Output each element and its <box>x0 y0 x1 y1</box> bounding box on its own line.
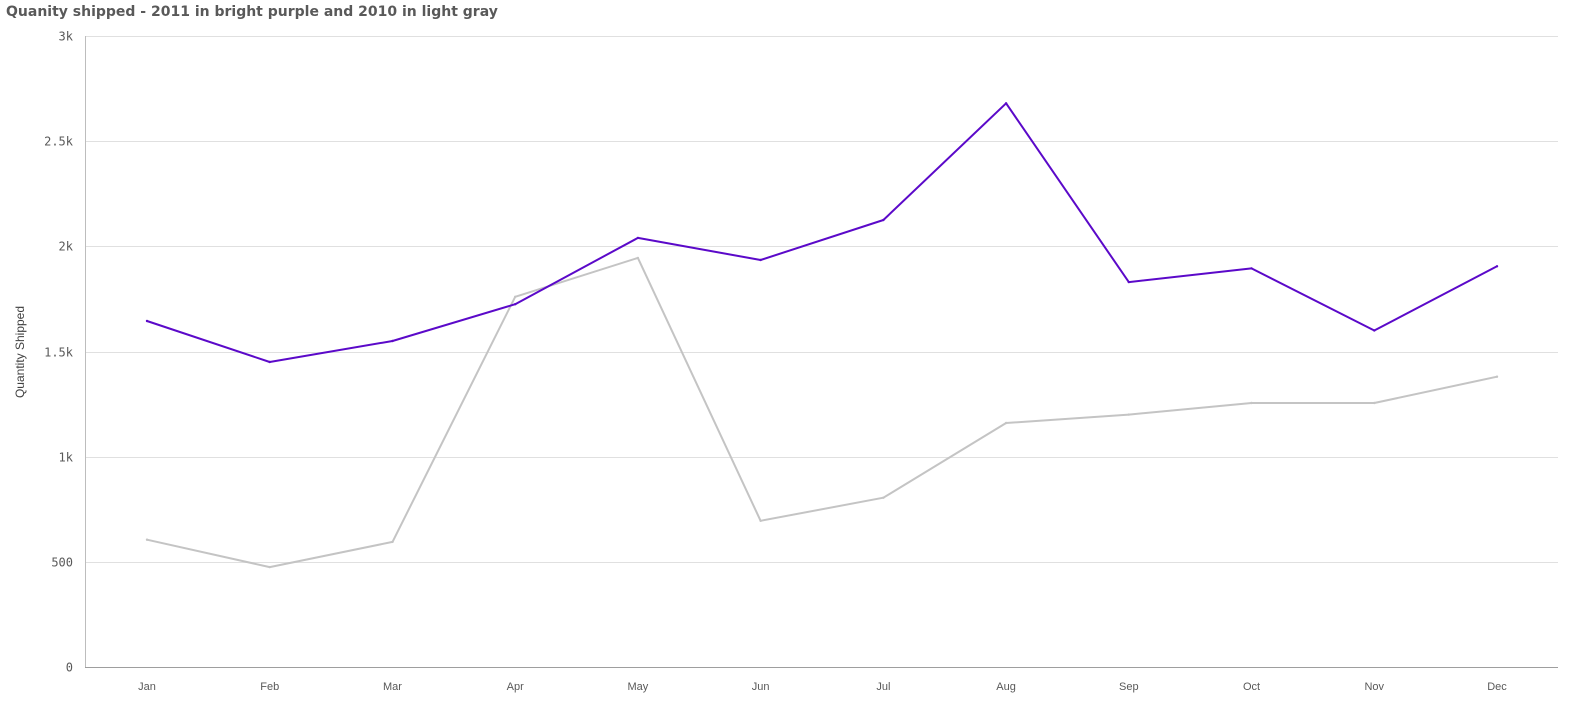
x-tick-label: Dec <box>1487 681 1507 693</box>
data-point <box>391 540 394 544</box>
y-tick-label: 1k <box>59 451 74 465</box>
data-point <box>1004 421 1008 425</box>
x-tick-label: Aug <box>996 681 1016 693</box>
data-point <box>1250 401 1253 405</box>
series-line-1 <box>146 256 1498 569</box>
data-point <box>268 565 271 569</box>
x-tick-label: Jan <box>138 681 156 693</box>
data-point <box>1495 265 1499 268</box>
series-line-0 <box>146 102 1498 363</box>
data-point <box>1127 280 1131 284</box>
y-tick-label: 2k <box>59 240 74 254</box>
grid-lines <box>85 36 1558 563</box>
data-point <box>268 360 271 364</box>
data-point <box>1004 102 1008 105</box>
data-point <box>391 339 394 343</box>
x-tick-label: Jun <box>752 681 770 693</box>
axes <box>85 36 1558 668</box>
data-point <box>1373 329 1376 332</box>
chart-title: Quanity shipped - 2011 in bright purple … <box>6 4 498 20</box>
y-tick-labels: 0 500 1k 1.5k 2k 2.5k 3k <box>44 30 74 675</box>
x-tick-label: Apr <box>507 681 524 693</box>
x-tick-label: Nov <box>1364 681 1384 693</box>
y-tick-label: 0 <box>66 661 73 675</box>
data-point <box>636 236 640 240</box>
x-tick-label: Mar <box>383 681 402 693</box>
x-tick-label: Oct <box>1243 681 1260 693</box>
x-tick-label: Jul <box>876 681 890 693</box>
x-tick-labels: Jan Feb Mar Apr May Jun Jul Aug Sep Oct Nov Dec <box>138 681 1507 693</box>
data-point <box>882 218 885 222</box>
data-point <box>1373 401 1376 405</box>
data-point <box>1250 267 1253 270</box>
data-point <box>759 519 762 522</box>
x-tick-label: May <box>628 681 649 693</box>
y-tick-label: 1.5k <box>44 346 74 360</box>
series-lines <box>145 102 1499 569</box>
x-tick-label: Sep <box>1119 681 1139 693</box>
data-point <box>145 538 149 541</box>
y-tick-label: 2.5k <box>44 135 74 149</box>
data-point <box>514 295 517 298</box>
data-point <box>1495 375 1499 378</box>
data-point <box>514 303 517 306</box>
data-point <box>636 256 640 260</box>
data-point <box>759 258 762 262</box>
x-tick-label: Feb <box>260 681 279 693</box>
y-tick-label: 500 <box>51 556 73 570</box>
y-tick-label: 3k <box>59 30 74 44</box>
data-point <box>1127 413 1131 416</box>
data-point <box>145 319 149 323</box>
data-point <box>882 496 885 499</box>
